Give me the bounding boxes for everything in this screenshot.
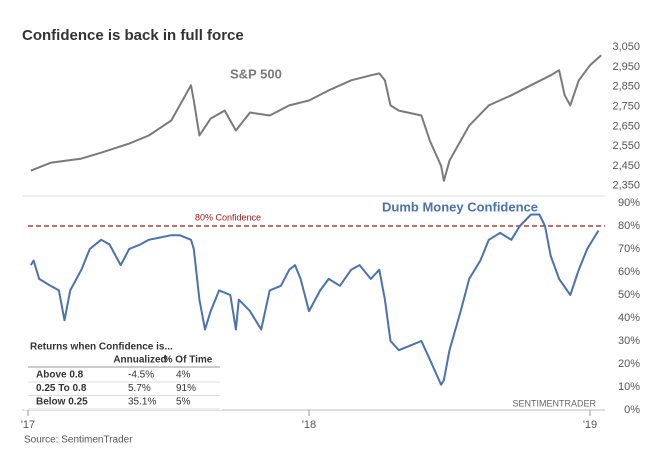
y-tick-label: 2,950 bbox=[612, 61, 640, 73]
y-tick-label: 50% bbox=[618, 289, 640, 301]
x-tick-label: '17 bbox=[21, 419, 35, 431]
y-tick-label: 10% bbox=[618, 381, 640, 393]
x-tick-label: '19 bbox=[583, 419, 597, 431]
y-tick-label: 2,350 bbox=[612, 180, 640, 192]
y-tick-label: 30% bbox=[618, 335, 640, 347]
y-tick-label: 60% bbox=[618, 266, 640, 278]
y-tick-label: 2,450 bbox=[612, 160, 640, 172]
y-tick-label: 3,050 bbox=[612, 41, 640, 53]
table-cell: 5% bbox=[176, 397, 191, 408]
table-row-label: Below 0.25 bbox=[36, 397, 88, 408]
line-series bbox=[29, 213, 600, 386]
line-series bbox=[30, 54, 602, 182]
y-tick-label: 70% bbox=[618, 243, 640, 255]
watermark: SENTIMENTRADER bbox=[512, 398, 596, 408]
y-tick-label: 80% bbox=[618, 220, 640, 232]
series-label: Dumb Money Confidence bbox=[382, 199, 538, 214]
table-cell: 35.1% bbox=[128, 397, 156, 408]
series-label: S&P 500 bbox=[230, 66, 282, 81]
table-row-label: Above 0.8 bbox=[36, 370, 84, 381]
table-cell: 5.7% bbox=[128, 383, 151, 394]
y-tick-label: 20% bbox=[618, 358, 640, 370]
table-cell: -4.5% bbox=[128, 370, 154, 381]
table-row-label: 0.25 To 0.8 bbox=[36, 383, 87, 394]
y-tick-label: 90% bbox=[618, 197, 640, 209]
table-header: Annualized bbox=[113, 355, 166, 366]
table-cell: 4% bbox=[176, 370, 191, 381]
y-tick-label: 2,850 bbox=[612, 81, 640, 93]
chart-title: Confidence is back in full force bbox=[22, 27, 244, 44]
table-header: % Of Time bbox=[164, 355, 213, 366]
y-tick-label: 2,750 bbox=[612, 101, 640, 113]
y-tick-label: 2,550 bbox=[612, 140, 640, 152]
y-tick-label: 40% bbox=[618, 312, 640, 324]
source: Source: SentimenTrader bbox=[24, 435, 133, 446]
table-cell: 91% bbox=[176, 383, 196, 394]
threshold-label: 80% Confidence bbox=[195, 212, 261, 222]
y-tick-label: 2,650 bbox=[612, 120, 640, 132]
y-tick-label: 0% bbox=[624, 404, 640, 416]
table-bg bbox=[24, 340, 222, 410]
table-title: Returns when Confidence is... bbox=[30, 342, 173, 353]
x-tick-label: '18 bbox=[302, 419, 316, 431]
